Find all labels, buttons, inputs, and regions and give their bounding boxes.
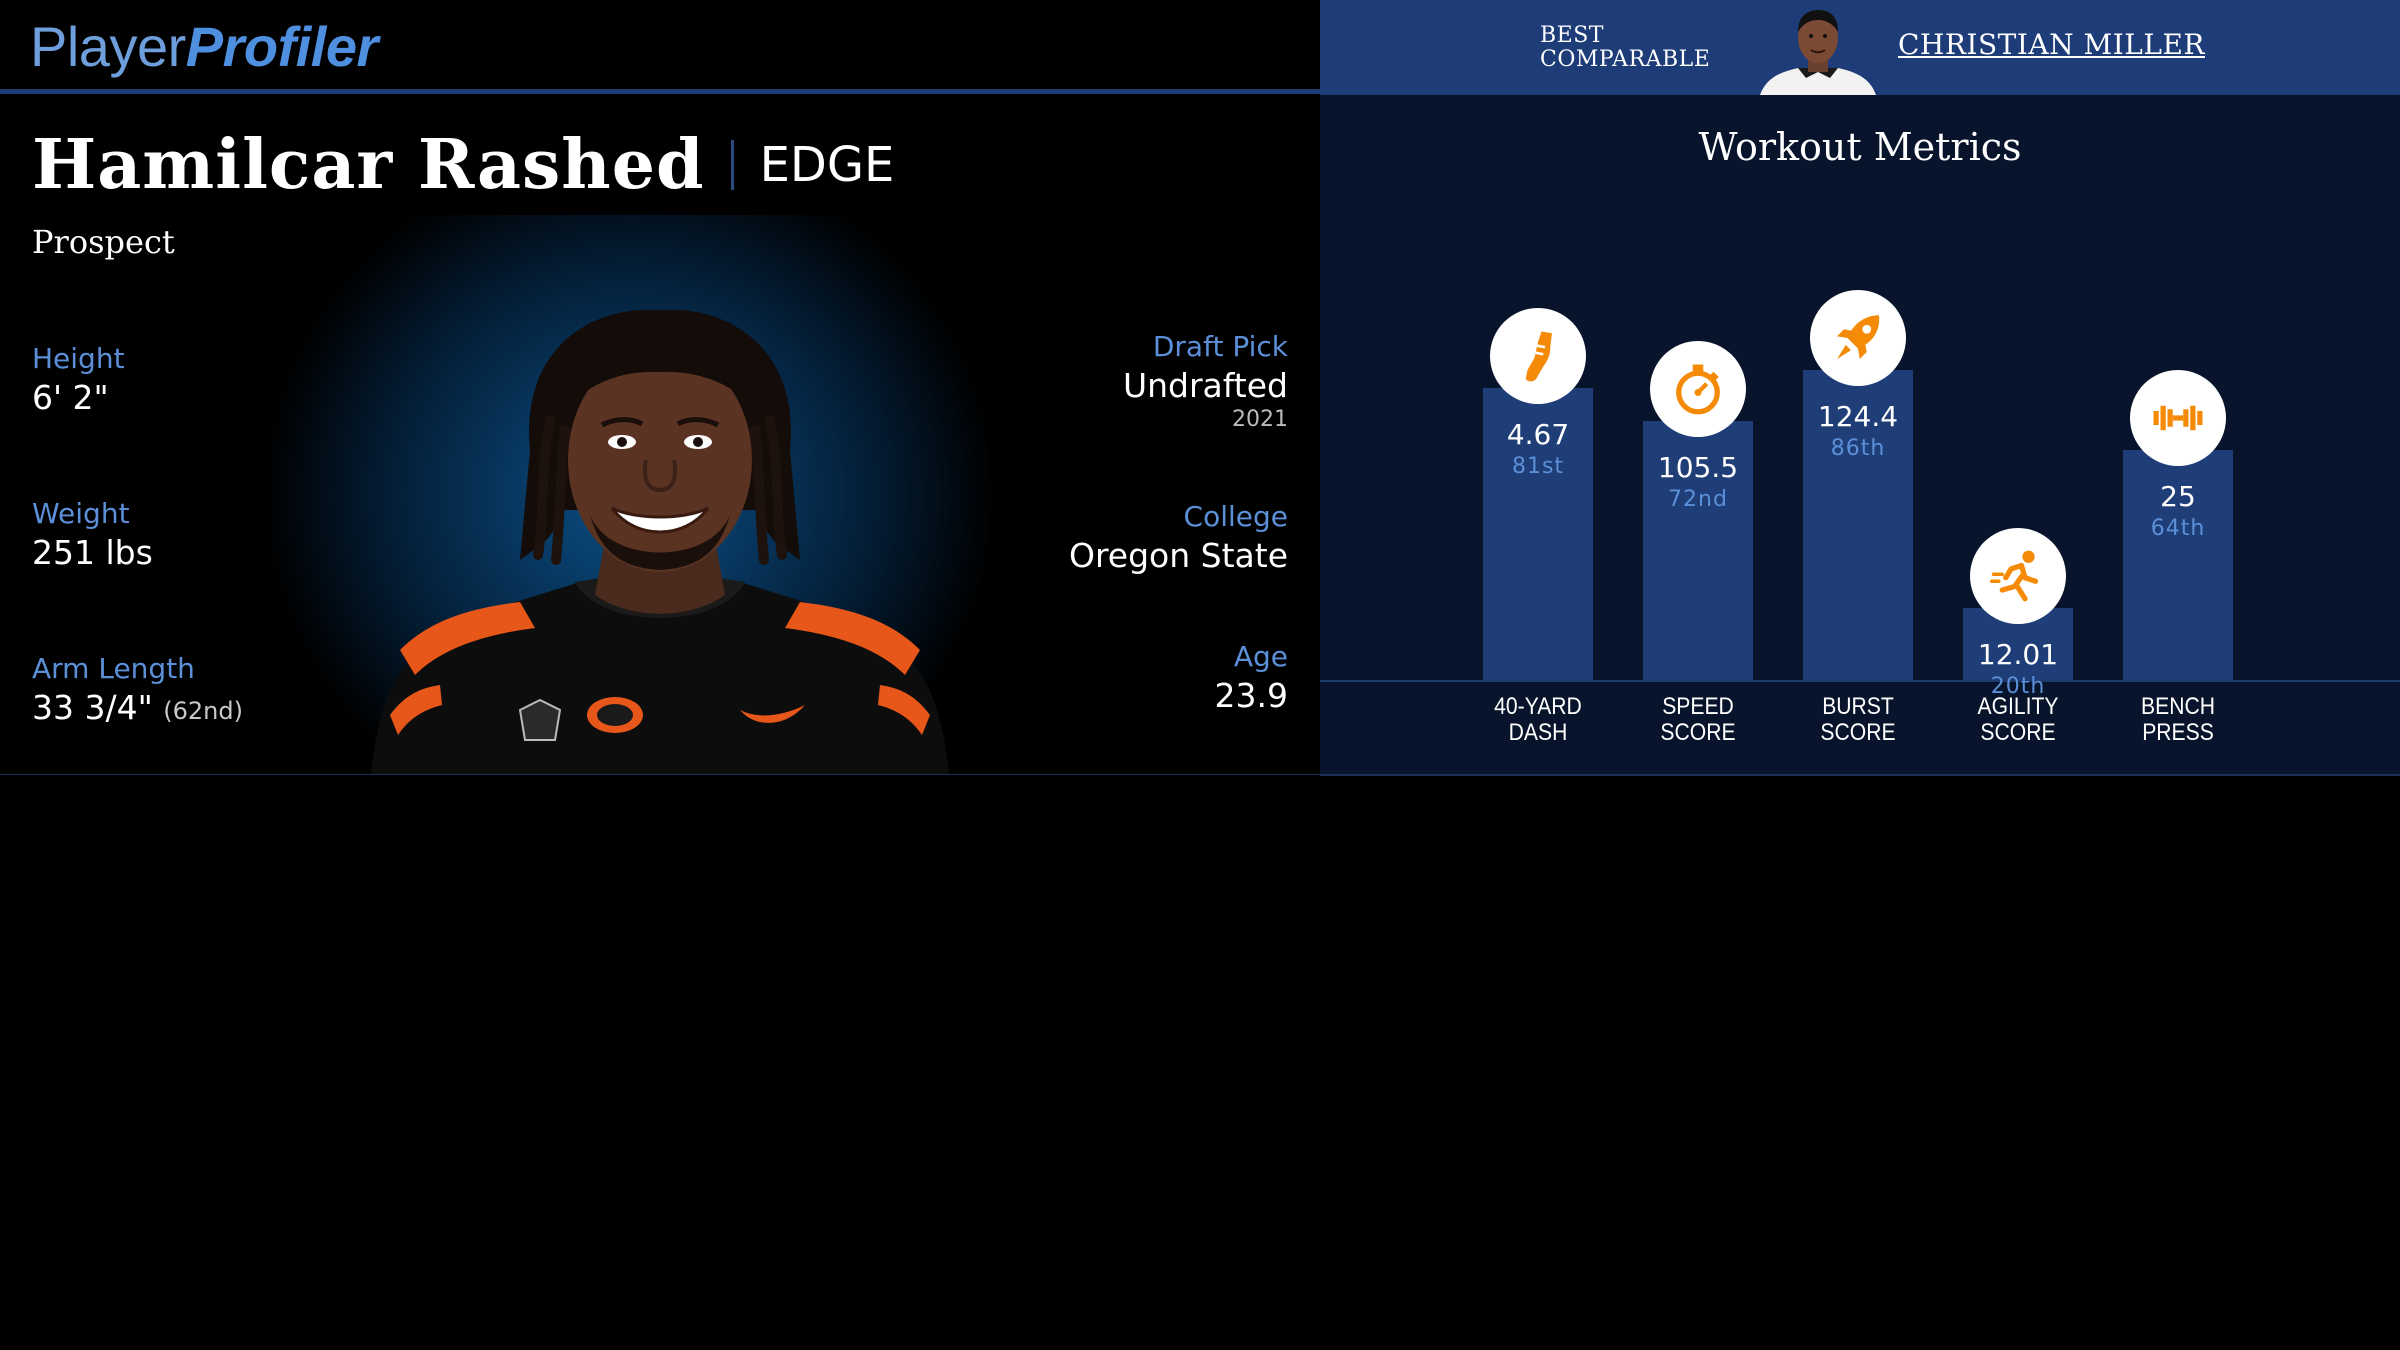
metric-label-line1: BURST bbox=[1822, 693, 1894, 720]
header-divider bbox=[0, 89, 1320, 94]
metric-label-line1: 40-YARD bbox=[1494, 693, 1582, 720]
best-comparable-label: BEST COMPARABLE bbox=[1540, 24, 1710, 72]
height-label: Height bbox=[32, 342, 125, 375]
metric-label-line1: AGILITY bbox=[1977, 693, 2059, 720]
shoe-icon bbox=[1510, 328, 1566, 384]
rocket-icon bbox=[1830, 310, 1886, 366]
height-stat: Height 6' 2" bbox=[32, 340, 125, 418]
metric-value: 4.67 bbox=[1506, 418, 1570, 451]
age-value: 23.9 bbox=[1214, 676, 1288, 715]
arm-length-stat: Arm Length 33 3/4" (62nd) bbox=[32, 650, 243, 731]
best-comparable-label-line1: BEST bbox=[1540, 23, 1604, 48]
title-separator bbox=[730, 140, 734, 190]
player-title-row: Hamilcar Rashed EDGE bbox=[32, 125, 894, 205]
runner-badge bbox=[1970, 528, 2066, 624]
player-name: Hamilcar Rashed bbox=[32, 125, 705, 205]
metric-label: 40-YARD DASH bbox=[1476, 694, 1599, 746]
weight-label: Weight bbox=[32, 497, 130, 530]
player-photo bbox=[370, 310, 950, 775]
metric-percentile: 20th bbox=[1990, 674, 2046, 699]
weight-value: 251 lbs bbox=[32, 533, 153, 572]
best-comparable-bar: BEST COMPARABLE CHRISTIAN MILLER bbox=[1320, 0, 2400, 95]
workout-metrics-panel: Workout Metrics 4.67 81st 40-YARD DASH 105.5… bbox=[1320, 95, 2400, 776]
metric-value: 124.4 bbox=[1817, 400, 1899, 433]
metric-label-line2: DASH bbox=[1508, 719, 1568, 746]
college-value: Oregon State bbox=[1068, 536, 1288, 575]
metric-label-line2: SCORE bbox=[1980, 719, 2056, 746]
comparable-player-photo[interactable] bbox=[1758, 6, 1878, 95]
metric-label-line2: SCORE bbox=[1820, 719, 1896, 746]
comparable-player-link[interactable]: CHRISTIAN MILLER bbox=[1898, 28, 2205, 61]
stopwatch-badge bbox=[1650, 341, 1746, 437]
metric-label: SPEED SCORE bbox=[1636, 694, 1759, 746]
dumbbell-badge bbox=[2130, 370, 2226, 466]
metric-label: BURST SCORE bbox=[1796, 694, 1919, 746]
metric-label-line2: PRESS bbox=[2142, 719, 2214, 746]
draft-pick-stat: Draft Pick Undrafted 2021 bbox=[1123, 328, 1288, 434]
metric-percentile: 81st bbox=[1511, 454, 1565, 479]
height-value: 6' 2" bbox=[32, 378, 109, 417]
metric-bar[interactable]: 4.67 81st bbox=[1483, 388, 1593, 680]
arm-length-label: Arm Length bbox=[32, 652, 195, 685]
logo-part-player: Player bbox=[30, 15, 186, 78]
runner-icon bbox=[1990, 548, 2046, 604]
workout-bottom-rule bbox=[1320, 774, 2400, 776]
metric-value: 25 bbox=[2160, 480, 2196, 513]
metric-value: 105.5 bbox=[1657, 451, 1739, 484]
rocket-badge bbox=[1810, 290, 1906, 386]
playerprofiler-logo[interactable]: PlayerProfiler bbox=[30, 12, 378, 83]
metric-label-line1: BENCH bbox=[2141, 693, 2215, 720]
player-profile-panel: Hamilcar Rashed EDGE Prospect bbox=[0, 95, 1320, 775]
metric-bar[interactable]: 124.4 86th bbox=[1803, 370, 1913, 680]
shoe-badge bbox=[1490, 308, 1586, 404]
metric-label: BENCH PRESS bbox=[2116, 694, 2239, 746]
profile-bottom-rule bbox=[0, 774, 1320, 775]
age-label: Age bbox=[1233, 640, 1288, 673]
age-stat: Age 23.9 bbox=[1215, 638, 1288, 716]
arm-length-value: 33 3/4" bbox=[32, 688, 153, 727]
site-header: PlayerProfiler bbox=[0, 0, 1320, 94]
metric-percentile: 64th bbox=[2150, 516, 2206, 541]
college-stat: College Oregon State bbox=[1069, 498, 1288, 576]
draft-pick-value: Undrafted bbox=[1122, 366, 1288, 405]
metric-percentile: 72nd bbox=[1668, 487, 1728, 512]
draft-year: 2021 bbox=[1232, 407, 1288, 432]
metric-label: AGILITY SCORE bbox=[1956, 694, 2079, 746]
metric-label-line2: SCORE bbox=[1660, 719, 1736, 746]
player-status: Prospect bbox=[32, 223, 175, 261]
best-comparable-label-line2: COMPARABLE bbox=[1540, 47, 1711, 72]
college-label: College bbox=[1183, 500, 1288, 533]
arm-length-rank: (62nd) bbox=[163, 697, 243, 725]
logo-part-profiler: Profiler bbox=[185, 15, 379, 78]
workout-metrics-title: Workout Metrics bbox=[1698, 125, 2022, 169]
metric-percentile: 86th bbox=[1830, 436, 1886, 461]
dumbbell-icon bbox=[2150, 390, 2206, 446]
metric-bar[interactable]: 105.5 72nd bbox=[1643, 421, 1753, 680]
weight-stat: Weight 251 lbs bbox=[32, 495, 153, 573]
chart-baseline bbox=[1320, 680, 2400, 682]
metric-value: 12.01 bbox=[1977, 638, 2059, 671]
metric-label-line1: SPEED bbox=[1662, 693, 1734, 720]
metric-bar[interactable]: 25 64th bbox=[2123, 450, 2233, 680]
player-position: EDGE bbox=[759, 137, 895, 193]
stopwatch-icon bbox=[1670, 361, 1726, 417]
draft-pick-label: Draft Pick bbox=[1152, 330, 1288, 363]
